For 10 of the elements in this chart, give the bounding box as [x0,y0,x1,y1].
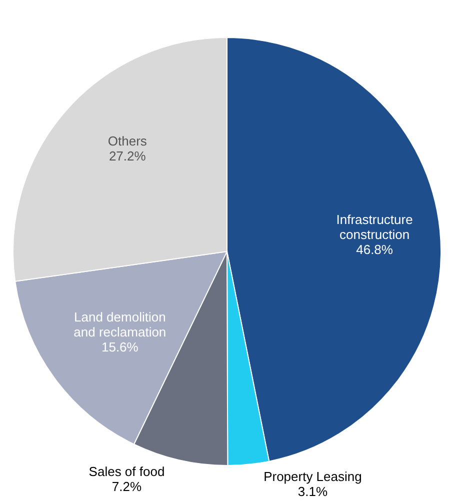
data-label: 3.1% [298,484,328,499]
slice-label: Sales of food [88,464,165,480]
data-label: 7.2% [112,479,142,494]
slice-label: Infrastructure construction [336,212,413,242]
slice-label: Land demolition and reclamation [74,309,166,340]
slice-label: Property Leasing [264,468,362,484]
data-label: 27.2% [108,148,146,164]
slice-label: Others [108,133,148,148]
data-label: 46.8% [356,242,394,258]
data-label: 15.6% [101,339,139,354]
